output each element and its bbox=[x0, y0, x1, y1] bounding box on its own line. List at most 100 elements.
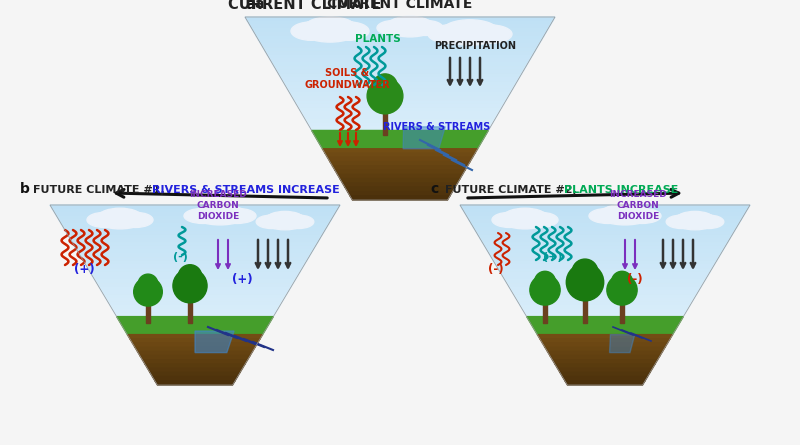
Text: (-): (-) bbox=[173, 252, 187, 262]
Polygon shape bbox=[50, 205, 340, 209]
Polygon shape bbox=[114, 313, 275, 316]
Polygon shape bbox=[495, 264, 714, 268]
Polygon shape bbox=[485, 246, 726, 250]
Ellipse shape bbox=[607, 275, 637, 305]
Polygon shape bbox=[471, 223, 739, 227]
Ellipse shape bbox=[263, 212, 306, 230]
Ellipse shape bbox=[266, 211, 303, 226]
Polygon shape bbox=[142, 360, 247, 364]
Polygon shape bbox=[518, 302, 692, 305]
Polygon shape bbox=[153, 376, 238, 381]
Ellipse shape bbox=[386, 17, 434, 37]
Polygon shape bbox=[502, 276, 708, 279]
Ellipse shape bbox=[197, 204, 243, 220]
Polygon shape bbox=[302, 115, 498, 119]
Polygon shape bbox=[63, 227, 326, 231]
Polygon shape bbox=[542, 343, 667, 347]
Polygon shape bbox=[312, 130, 488, 149]
Polygon shape bbox=[565, 381, 645, 385]
Polygon shape bbox=[480, 239, 730, 242]
Ellipse shape bbox=[622, 208, 661, 223]
Ellipse shape bbox=[438, 21, 502, 45]
Ellipse shape bbox=[572, 259, 598, 285]
Polygon shape bbox=[310, 127, 490, 130]
Text: INCREASED
CARBON
DIOXIDE: INCREASED CARBON DIOXIDE bbox=[189, 190, 247, 221]
Polygon shape bbox=[298, 108, 502, 112]
Polygon shape bbox=[460, 205, 750, 209]
Polygon shape bbox=[558, 368, 653, 372]
Polygon shape bbox=[347, 191, 453, 196]
Ellipse shape bbox=[256, 215, 287, 229]
Text: PRECIPITATION: PRECIPITATION bbox=[434, 41, 516, 51]
Polygon shape bbox=[140, 356, 250, 360]
Polygon shape bbox=[99, 287, 291, 291]
Polygon shape bbox=[335, 170, 465, 174]
Polygon shape bbox=[506, 283, 703, 287]
Polygon shape bbox=[57, 216, 334, 220]
Polygon shape bbox=[72, 242, 318, 246]
Polygon shape bbox=[262, 47, 538, 51]
Polygon shape bbox=[338, 174, 462, 178]
Polygon shape bbox=[525, 313, 686, 316]
Polygon shape bbox=[135, 347, 255, 352]
Polygon shape bbox=[70, 239, 320, 242]
Polygon shape bbox=[106, 298, 285, 302]
Ellipse shape bbox=[467, 25, 512, 43]
Ellipse shape bbox=[99, 208, 141, 224]
Polygon shape bbox=[103, 294, 286, 298]
Polygon shape bbox=[469, 220, 741, 223]
Text: INCREASED
CARBON
DIOXIDE: INCREASED CARBON DIOXIDE bbox=[609, 190, 667, 221]
Polygon shape bbox=[538, 335, 673, 339]
Polygon shape bbox=[256, 36, 544, 40]
Polygon shape bbox=[560, 372, 650, 376]
Polygon shape bbox=[345, 187, 455, 191]
Polygon shape bbox=[54, 212, 335, 216]
Polygon shape bbox=[74, 246, 315, 250]
Polygon shape bbox=[285, 85, 515, 89]
Text: FUTURE CLIMATE #2,: FUTURE CLIMATE #2, bbox=[445, 185, 581, 195]
Polygon shape bbox=[130, 339, 260, 343]
Polygon shape bbox=[68, 235, 322, 239]
Text: (+): (+) bbox=[232, 273, 252, 286]
Polygon shape bbox=[59, 220, 331, 223]
Ellipse shape bbox=[193, 205, 247, 225]
Polygon shape bbox=[489, 253, 721, 257]
Text: c: c bbox=[430, 182, 438, 196]
Polygon shape bbox=[145, 364, 245, 368]
Polygon shape bbox=[281, 77, 519, 81]
Text: (+): (+) bbox=[543, 252, 562, 262]
Ellipse shape bbox=[500, 209, 550, 229]
Ellipse shape bbox=[428, 25, 473, 43]
Polygon shape bbox=[491, 257, 719, 261]
Polygon shape bbox=[322, 149, 478, 153]
Polygon shape bbox=[117, 316, 274, 335]
Polygon shape bbox=[486, 250, 723, 253]
Polygon shape bbox=[110, 305, 280, 309]
Polygon shape bbox=[101, 291, 289, 294]
Polygon shape bbox=[108, 302, 282, 305]
Ellipse shape bbox=[87, 212, 122, 227]
Polygon shape bbox=[138, 352, 253, 356]
Polygon shape bbox=[254, 32, 546, 36]
Polygon shape bbox=[88, 268, 302, 272]
Text: CURRENT CLIMATE: CURRENT CLIMATE bbox=[228, 0, 382, 12]
Polygon shape bbox=[582, 299, 587, 323]
Ellipse shape bbox=[184, 208, 222, 223]
Ellipse shape bbox=[492, 212, 527, 227]
Ellipse shape bbox=[218, 208, 256, 223]
Polygon shape bbox=[547, 352, 662, 356]
Polygon shape bbox=[287, 89, 513, 93]
Polygon shape bbox=[127, 335, 262, 339]
Polygon shape bbox=[526, 316, 683, 335]
Text: (-): (-) bbox=[488, 263, 504, 276]
Ellipse shape bbox=[589, 208, 627, 223]
Text: (+): (+) bbox=[74, 263, 94, 276]
Text: SOILS &
GROUNDWATER: SOILS & GROUNDWATER bbox=[304, 69, 390, 90]
Polygon shape bbox=[465, 212, 746, 216]
Ellipse shape bbox=[504, 208, 546, 224]
Text: RIVERS & STREAMS: RIVERS & STREAMS bbox=[383, 122, 490, 132]
Ellipse shape bbox=[367, 78, 403, 114]
Polygon shape bbox=[555, 364, 655, 368]
Polygon shape bbox=[342, 183, 458, 187]
Ellipse shape bbox=[530, 275, 560, 305]
